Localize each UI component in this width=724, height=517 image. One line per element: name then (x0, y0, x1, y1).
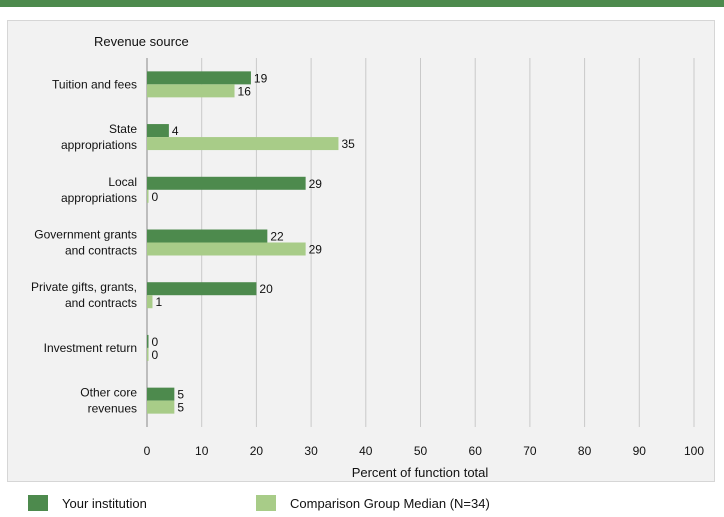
bar-comparison (147, 84, 235, 98)
category-label: Tuition and fees (52, 77, 137, 91)
data-label: 16 (238, 84, 252, 98)
bar-comparison (147, 189, 149, 203)
category-label: revenues (88, 402, 137, 416)
x-tick-label: 40 (359, 444, 373, 458)
data-label: 4 (172, 124, 179, 138)
x-tick-label: 10 (195, 444, 209, 458)
bars (147, 71, 339, 414)
category-label: Government grants (34, 228, 137, 242)
legend-item-comparison: Comparison Group Median (N=34) (256, 494, 490, 512)
category-axis-title: Revenue source (94, 34, 189, 49)
bar-your-institution (147, 282, 257, 296)
category-label: State (109, 122, 137, 136)
bar-your-institution (147, 229, 268, 243)
data-label: 0 (152, 190, 159, 204)
data-label: 0 (152, 335, 159, 349)
data-label: 5 (177, 401, 184, 415)
x-tick-label: 30 (304, 444, 318, 458)
x-tick-label: 20 (250, 444, 264, 458)
category-label: Private gifts, grants, (31, 280, 137, 294)
x-tick-label: 100 (684, 444, 704, 458)
bar-your-institution (147, 71, 251, 85)
bar-your-institution (147, 387, 175, 401)
x-axis-title: Percent of function total (352, 465, 489, 480)
category-label: Other core (80, 386, 137, 400)
bar-comparison (147, 242, 306, 256)
bar-your-institution (147, 124, 169, 138)
x-tick-label: 0 (144, 444, 151, 458)
bar-comparison (147, 347, 149, 361)
x-tick-label: 70 (523, 444, 537, 458)
data-label: 0 (152, 348, 159, 362)
data-label: 29 (309, 177, 323, 191)
data-label: 35 (341, 137, 355, 151)
data-label: 19 (254, 71, 268, 85)
data-label: 1 (155, 295, 162, 309)
bar-comparison (147, 400, 175, 414)
legend-swatch-comparison (256, 495, 276, 511)
x-tick-label: 50 (414, 444, 428, 458)
bar-comparison (147, 137, 339, 151)
bar-your-institution (147, 334, 149, 348)
legend: Your institution Comparison Group Median… (0, 486, 724, 517)
legend-label-comparison: Comparison Group Median (N=34) (290, 495, 490, 511)
data-label: 20 (259, 282, 273, 296)
legend-swatch-your-institution (28, 495, 48, 511)
category-label: and contracts (65, 244, 137, 258)
top-accent-bar (0, 0, 724, 7)
category-label: and contracts (65, 296, 137, 310)
category-label: appropriations (61, 191, 137, 205)
chart-panel (7, 20, 715, 482)
x-tick-label: 80 (578, 444, 592, 458)
bar-comparison (147, 295, 153, 309)
data-label: 5 (177, 388, 184, 402)
data-label: 22 (270, 230, 284, 244)
legend-label-your-institution: Your institution (62, 495, 147, 511)
category-label: appropriations (61, 138, 137, 152)
x-tick-label: 90 (633, 444, 647, 458)
data-label: 29 (309, 243, 323, 257)
bar-your-institution (147, 176, 306, 190)
category-label: Investment return (44, 341, 137, 355)
legend-item-your-institution: Your institution (28, 494, 147, 512)
x-tick-label: 60 (469, 444, 483, 458)
category-label: Local (108, 175, 137, 189)
